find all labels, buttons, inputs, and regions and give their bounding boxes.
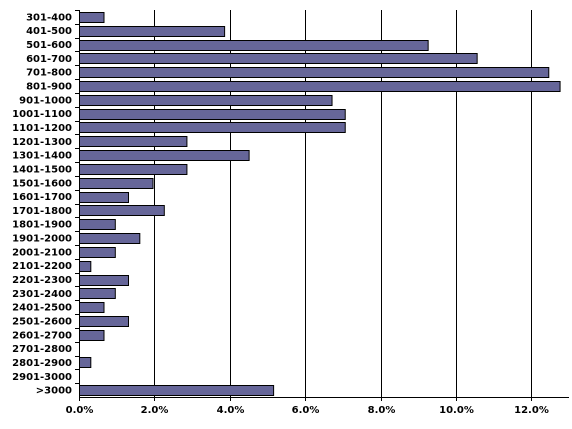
category-labels: 301-400 401-500 501-600 601-700 701-800 801-9…: [12, 12, 72, 396]
category-label: 1901-2000: [12, 234, 72, 245]
x-tick-label: 10.0%: [439, 405, 474, 416]
category-label: 2001-2100: [12, 247, 72, 258]
bar: [79, 357, 92, 368]
bar: [79, 81, 561, 92]
category-label: 2801-2900: [12, 358, 72, 369]
category-label: 1101-1200: [12, 123, 72, 134]
category-label: 2601-2700: [12, 330, 72, 341]
x-tick-label: 8.0%: [368, 405, 396, 416]
bar: [79, 40, 429, 51]
category-label: 801-900: [26, 82, 72, 93]
x-tick-label: 4.0%: [217, 405, 245, 416]
bar: [79, 178, 154, 189]
category-label: 2701-2800: [12, 344, 72, 355]
category-label: 901-1000: [19, 95, 72, 106]
bar: [79, 122, 346, 133]
category-label: 601-700: [26, 54, 72, 65]
category-label: 1401-1500: [12, 164, 72, 175]
category-label: 501-600: [26, 40, 72, 51]
category-label: 1001-1100: [12, 109, 72, 120]
bar: [79, 330, 105, 341]
category-label: 2501-2600: [12, 316, 72, 327]
category-label: 401-500: [26, 26, 72, 37]
bar: [79, 205, 165, 216]
bar: [79, 67, 550, 78]
category-label: 2101-2200: [12, 261, 72, 272]
category-label: 1701-1800: [12, 206, 72, 217]
category-label: 2401-2500: [12, 303, 72, 314]
bar: [79, 109, 346, 120]
bar: [79, 275, 129, 286]
category-label: 1201-1300: [12, 137, 72, 148]
bar: [79, 164, 188, 175]
category-label: 2201-2300: [12, 275, 72, 286]
bar: [79, 316, 129, 327]
category-label: 1501-1600: [12, 178, 72, 189]
bar: [79, 302, 105, 313]
bar: [79, 192, 129, 203]
bars: [79, 12, 561, 396]
bar: [79, 261, 92, 272]
bar: [79, 288, 116, 299]
category-label: 2901-3000: [12, 372, 72, 383]
x-tick-label: 0.0%: [66, 405, 94, 416]
axes: [75, 10, 569, 401]
bar: [79, 150, 250, 161]
category-label: 2301-2400: [12, 289, 72, 300]
category-label: 1601-1700: [12, 192, 72, 203]
bar: [79, 136, 188, 147]
bar: [79, 12, 105, 23]
bar: [79, 53, 478, 64]
bar: [79, 219, 116, 230]
x-tick-label: 12.0%: [514, 405, 549, 416]
category-label: >3000: [36, 386, 72, 397]
bar: [79, 233, 141, 244]
bar: [79, 26, 226, 37]
bar: [79, 247, 116, 258]
category-label: 1801-1900: [12, 220, 72, 231]
category-label: 701-800: [26, 68, 72, 79]
tick-labels: 0.0% 2.0% 4.0% 6.0% 8.0% 10.0% 12.0%: [66, 405, 549, 416]
bar: [79, 385, 275, 396]
category-label: 1301-1400: [12, 151, 72, 162]
x-tick-label: 6.0%: [292, 405, 320, 416]
x-tick-label: 2.0%: [141, 405, 169, 416]
category-label: 301-400: [26, 12, 72, 23]
bar: [79, 95, 333, 106]
